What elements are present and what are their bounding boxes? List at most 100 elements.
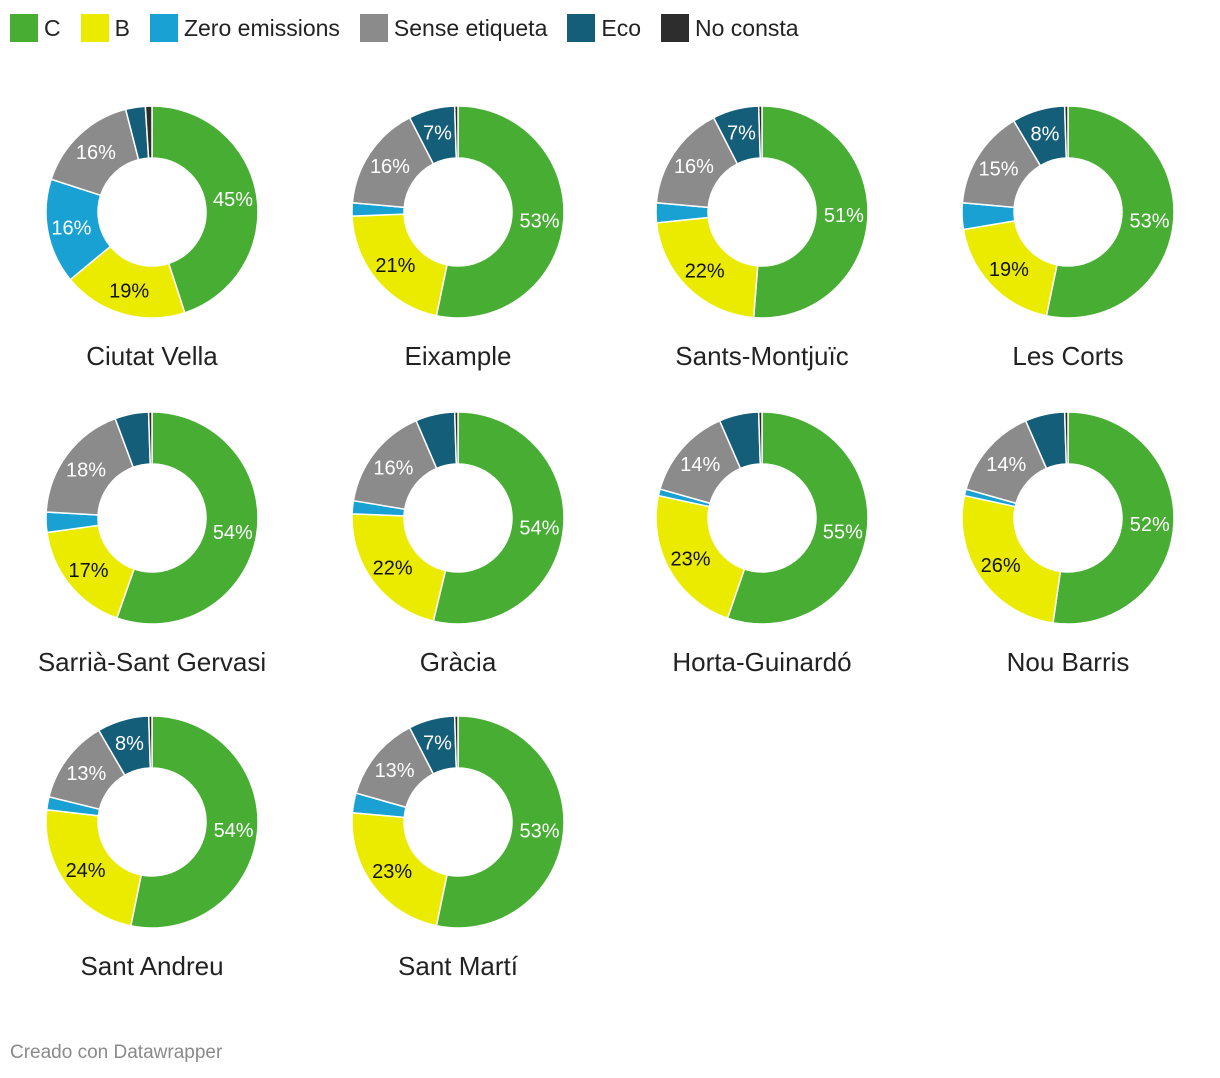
data-label-sarria-sant-gervasi-b: 17% <box>68 560 108 582</box>
slice-sants-montjuic-c <box>752 105 869 319</box>
data-label-sant-marti-eco: 7% <box>423 733 452 755</box>
panel-title-nou-barris: Nou Barris <box>1007 647 1130 677</box>
slice-gracia-no-consta <box>453 411 459 465</box>
data-label-nou-barris-c: 52% <box>1130 514 1170 536</box>
slice-ciutat-vella-no-consta <box>144 105 153 159</box>
data-label-les-corts-sense-etiqueta: 15% <box>979 158 1019 180</box>
donut-les-corts: 53% 19% 15% 8% Les Corts <box>961 105 1175 371</box>
legend-item-zero-emissions: Zero emissions <box>149 14 340 42</box>
slice-sant-andreu-b <box>45 808 143 927</box>
data-label-sarria-sant-gervasi-sense-etiqueta: 18% <box>66 459 106 481</box>
panel-title-les-corts: Les Corts <box>1012 341 1123 371</box>
data-label-les-corts-c: 53% <box>1130 210 1170 232</box>
legend-item-c: C <box>10 14 61 42</box>
data-label-sant-marti-c: 53% <box>520 820 560 842</box>
data-label-horta-guinardo-b: 23% <box>671 548 711 570</box>
panel-title-gracia: Gràcia <box>420 647 497 677</box>
slice-sant-marti-c <box>435 715 565 929</box>
slice-eixample-b <box>351 213 448 317</box>
data-label-sants-montjuic-sense-etiqueta: 16% <box>674 156 714 178</box>
legend-label-c: C <box>44 14 61 41</box>
data-label-nou-barris-sense-etiqueta: 14% <box>986 454 1026 476</box>
panel-title-horta-guinardo: Horta-Guinardó <box>672 647 851 677</box>
legend-item-eco: Eco <box>567 14 641 42</box>
legend-label-eco: Eco <box>601 14 641 41</box>
data-label-horta-guinardo-c: 55% <box>823 522 863 544</box>
donut-eixample: 53% 21% 16% 7% Eixample <box>351 105 565 371</box>
panel-title-ciutat-vella: Ciutat Vella <box>86 341 218 371</box>
data-label-sants-montjuic-c: 51% <box>824 205 864 227</box>
data-label-eixample-b: 21% <box>375 255 415 277</box>
donut-chart-grid: 45% 19% 16% 16% Ciutat Vella 53% 21% 16% 7% Eixam… <box>38 105 1175 981</box>
slice-sant-marti-no-consta <box>453 715 459 769</box>
data-label-ciutat-vella-zero-emissions: 16% <box>51 217 91 239</box>
donut-gracia: 54% 22% 16% Gràcia <box>351 411 565 677</box>
panel-title-sant-andreu: Sant Andreu <box>80 951 223 981</box>
donut-sant-marti: 53% 23% 13% 7% Sant Martí <box>351 715 565 981</box>
data-label-gracia-sense-etiqueta: 16% <box>373 457 413 479</box>
legend: C B Zero emissions Sense etiqueta Eco No… <box>10 12 819 44</box>
legend-item-sense-etiqueta: Sense etiqueta <box>359 14 548 42</box>
data-label-sant-marti-sense-etiqueta: 13% <box>375 760 415 782</box>
data-label-sant-andreu-eco: 8% <box>115 733 144 755</box>
legend-swatch-eco <box>567 14 596 42</box>
data-label-sant-marti-b: 23% <box>372 861 412 883</box>
data-label-eixample-sense-etiqueta: 16% <box>370 156 410 178</box>
legend-label-zero-emissions: Zero emissions <box>183 14 340 41</box>
data-label-ciutat-vella-c: 45% <box>213 189 253 211</box>
slice-les-corts-no-consta <box>1063 105 1069 159</box>
slice-ciutat-vella-c <box>151 105 259 314</box>
data-label-sants-montjuic-b: 22% <box>685 261 725 283</box>
data-label-ciutat-vella-sense-etiqueta: 16% <box>76 142 116 164</box>
data-label-sant-andreu-c: 54% <box>214 820 254 842</box>
slice-horta-guinardo-no-consta <box>757 411 763 465</box>
slice-les-corts-c <box>1045 105 1175 319</box>
slice-sants-montjuic-b <box>655 216 759 319</box>
slice-horta-guinardo-b <box>655 494 746 620</box>
data-label-sants-montjuic-eco: 7% <box>727 123 756 145</box>
slice-horta-guinardo-c <box>726 411 869 625</box>
panel-title-sants-montjuic: Sants-Montjuïc <box>675 341 848 371</box>
legend-item-no-consta: No consta <box>661 14 799 42</box>
donut-sant-andreu: 54% 24% 13% 8% Sant Andreu <box>45 715 259 981</box>
donut-horta-guinardo: 55% 23% 14% Horta-Guinardó <box>655 411 869 677</box>
data-label-nou-barris-b: 26% <box>981 555 1021 577</box>
footer-credit: Creado con Datawrapper <box>10 1042 223 1063</box>
legend-item-b: B <box>80 14 130 42</box>
data-label-eixample-c: 53% <box>520 210 560 232</box>
donut-sarria-sant-gervasi: 54% 17% 18% Sarrià-Sant Gervasi <box>38 411 266 677</box>
slice-sarria-sant-gervasi-no-consta <box>147 411 153 465</box>
data-label-gracia-c: 54% <box>519 518 559 540</box>
panel-title-sant-marti: Sant Martí <box>398 951 519 981</box>
slice-sant-andreu-no-consta <box>147 715 153 769</box>
legend-swatch-sense-etiqueta <box>359 14 388 42</box>
data-label-sant-andreu-b: 24% <box>66 860 106 882</box>
legend-swatch-c <box>10 14 38 42</box>
slice-eixample-c <box>435 105 565 319</box>
legend-label-no-consta: No consta <box>695 14 799 41</box>
data-label-sant-andreu-sense-etiqueta: 13% <box>66 763 106 785</box>
panel-title-sarria-sant-gervasi: Sarrià-Sant Gervasi <box>38 647 266 677</box>
donut-ciutat-vella: 45% 19% 16% 16% Ciutat Vella <box>45 105 259 371</box>
legend-swatch-no-consta <box>661 14 689 42</box>
legend-swatch-zero-emissions <box>149 14 178 42</box>
panel-title-eixample: Eixample <box>405 341 512 371</box>
slice-nou-barris-c <box>1052 411 1175 625</box>
slice-sarria-sant-gervasi-c <box>115 411 259 625</box>
slice-nou-barris-b <box>961 494 1062 624</box>
data-label-eixample-eco: 7% <box>423 123 452 145</box>
data-label-horta-guinardo-sense-etiqueta: 14% <box>680 454 720 476</box>
slice-gracia-c <box>432 411 565 625</box>
data-label-gracia-b: 22% <box>373 558 413 580</box>
slice-sant-marti-b <box>351 811 448 927</box>
legend-label-sense-etiqueta: Sense etiqueta <box>393 14 548 41</box>
slice-sant-andreu-c <box>129 715 259 929</box>
data-label-les-corts-eco: 8% <box>1031 123 1060 145</box>
slice-sants-montjuic-no-consta <box>757 105 763 159</box>
data-label-les-corts-b: 19% <box>989 259 1029 281</box>
donut-nou-barris: 52% 26% 14% Nou Barris <box>961 411 1175 677</box>
data-label-sarria-sant-gervasi-c: 54% <box>213 522 253 544</box>
legend-label-b: B <box>114 14 130 41</box>
slice-eixample-no-consta <box>453 105 459 159</box>
data-label-ciutat-vella-b: 19% <box>109 281 149 303</box>
